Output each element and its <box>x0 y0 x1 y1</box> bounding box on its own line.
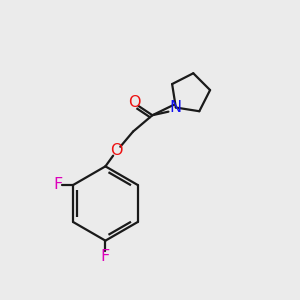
Text: F: F <box>101 249 110 264</box>
Text: O: O <box>110 143 123 158</box>
Text: O: O <box>128 95 140 110</box>
Text: F: F <box>53 177 62 192</box>
Text: N: N <box>170 100 182 115</box>
